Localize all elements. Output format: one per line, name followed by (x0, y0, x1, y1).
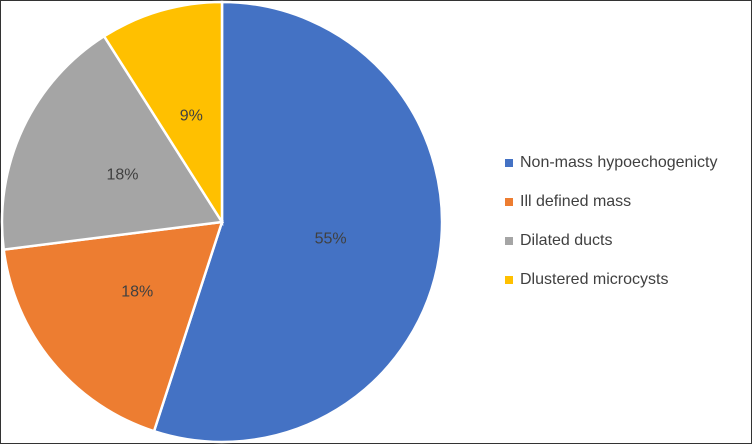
data-label: 55% (315, 230, 347, 247)
data-label: 18% (106, 166, 138, 183)
legend-label: Ill defined mass (520, 193, 631, 210)
legend-marker (505, 237, 513, 245)
pie-slice (2, 220, 224, 433)
pie-slice (0, 34, 225, 251)
legend-label: Dlustered microcysts (520, 271, 668, 288)
legend-label: Non-mass hypoechogenicty (520, 154, 717, 171)
legend-marker (505, 159, 513, 167)
legend-marker (505, 198, 513, 206)
pie-slice (152, 0, 444, 444)
pie-slice (102, 0, 224, 227)
data-label: 9% (180, 108, 203, 125)
legend-label: Dilated ducts (520, 232, 613, 249)
legend-marker (505, 276, 513, 284)
data-label: 18% (121, 283, 153, 300)
